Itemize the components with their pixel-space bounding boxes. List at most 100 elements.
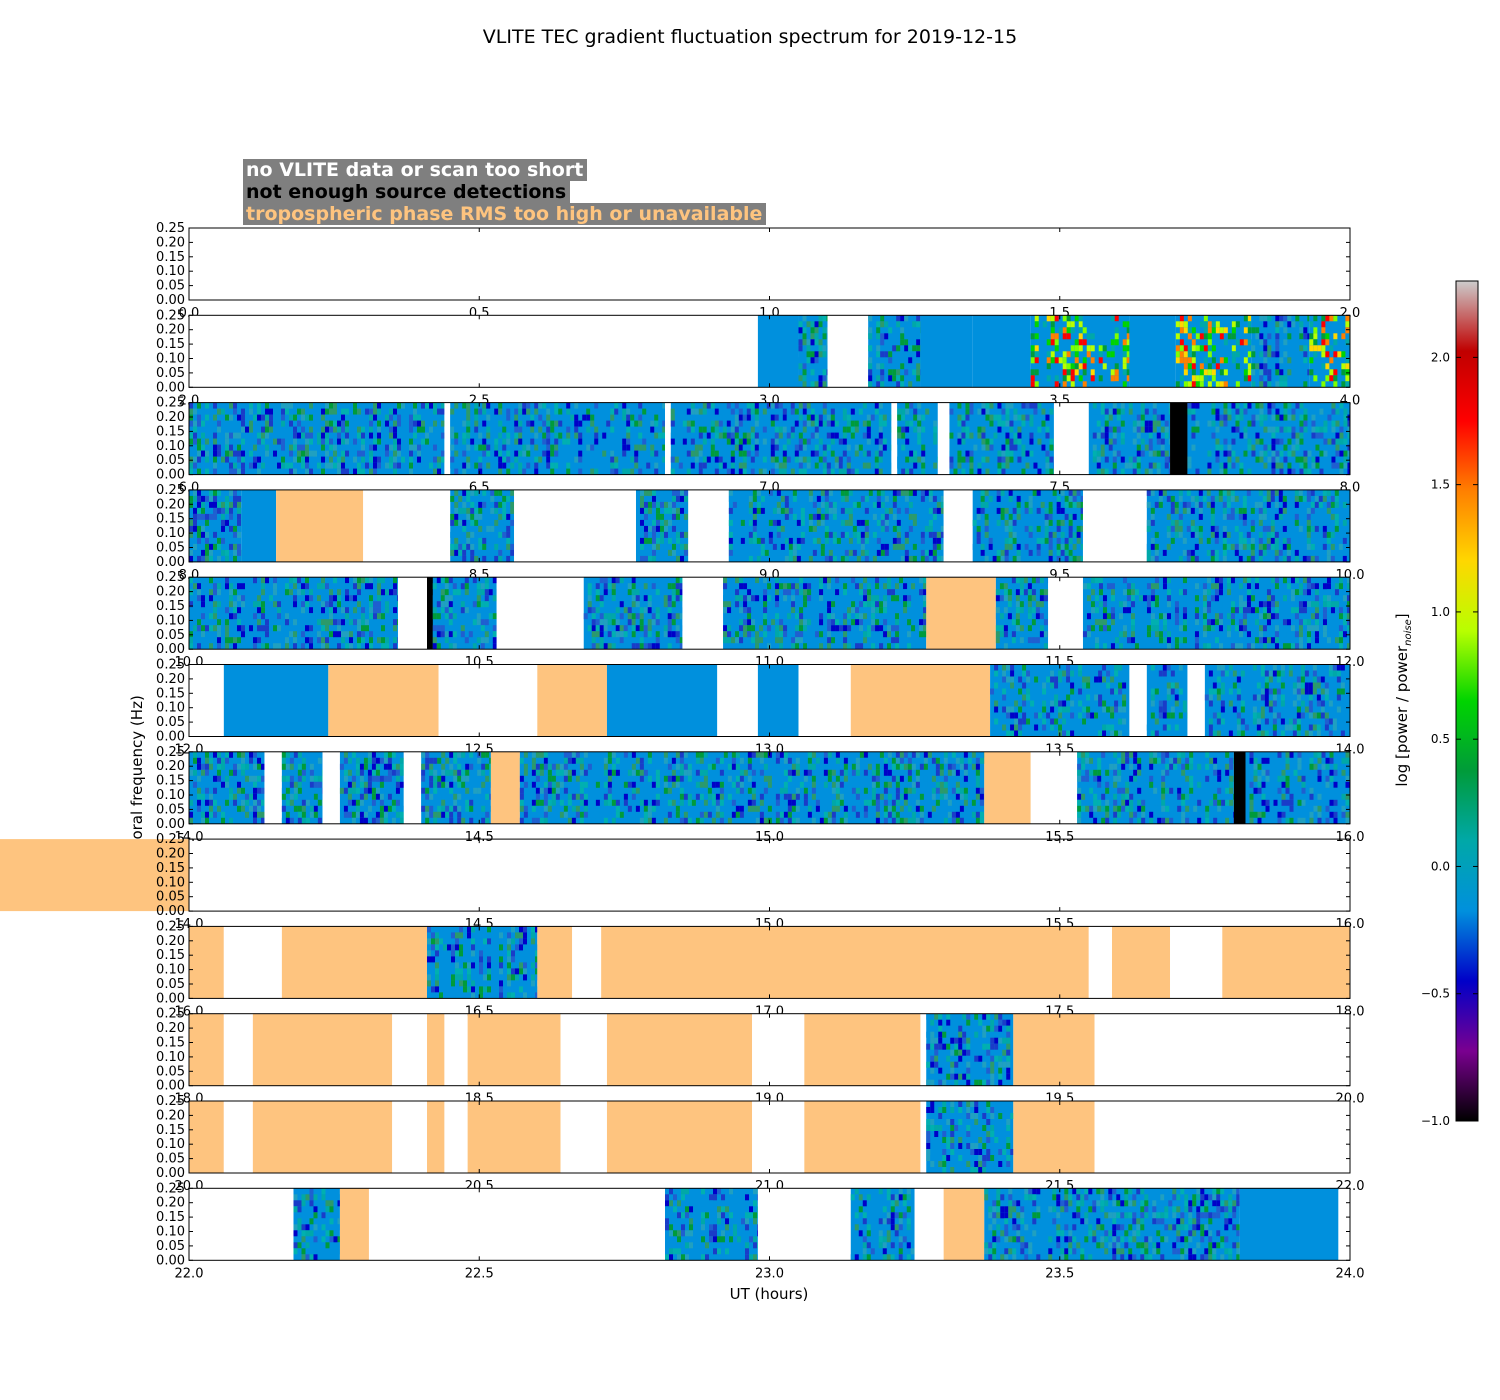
heat-cell (791, 619, 796, 626)
heat-cell (850, 402, 855, 409)
heat-cell (1062, 315, 1067, 322)
heat-cell (631, 613, 636, 620)
heat-cell (679, 643, 683, 650)
heat-cell (634, 450, 639, 457)
heat-cell (397, 643, 398, 650)
heat-cell (482, 543, 487, 550)
heat-cell (855, 643, 860, 650)
heat-cell (1003, 583, 1008, 590)
heat-cell (293, 631, 297, 638)
heat-cell (1009, 432, 1014, 439)
heat-cell (1104, 444, 1109, 451)
heat-cell (1326, 531, 1331, 538)
heat-cell (309, 426, 313, 433)
heat-cell (1156, 438, 1161, 445)
heat-cell (1062, 369, 1067, 376)
heat-cell (775, 577, 780, 584)
heat-cell (1072, 543, 1077, 550)
heat-cell (879, 601, 884, 608)
heat-cell (782, 438, 787, 445)
heat-cell (965, 414, 970, 421)
heat-cell (783, 625, 788, 632)
heat-cell (787, 619, 792, 626)
heat-cell (818, 327, 823, 334)
heat-cell (647, 601, 652, 608)
heat-cell (217, 631, 221, 638)
heat-cell (594, 468, 599, 475)
heat-cell (1243, 432, 1248, 439)
heat-cell (949, 450, 954, 457)
heat-cell (397, 420, 401, 427)
heat-cell (201, 507, 205, 514)
heat-cell (643, 619, 648, 626)
heat-cell (871, 643, 876, 650)
heat-cell (1283, 381, 1288, 388)
heat-cell (843, 583, 848, 590)
heat-cell (1322, 495, 1327, 502)
heat-cell (1330, 555, 1335, 562)
heat-cell (755, 637, 760, 644)
heat-cell (301, 444, 305, 451)
heat-cell (993, 432, 998, 439)
heat-cell (1251, 351, 1256, 358)
heat-cell (1160, 462, 1165, 469)
heat-cell (1303, 420, 1308, 427)
heat-cell (1126, 339, 1130, 346)
heat-cell (1341, 333, 1346, 340)
heat-cell (1048, 501, 1053, 508)
heat-cell (1299, 456, 1304, 463)
heat-cell (1190, 507, 1195, 514)
heat-cell (880, 363, 885, 370)
heat-cell (916, 375, 921, 382)
heat-cell (834, 432, 839, 439)
heat-cell (871, 619, 876, 626)
heat-cell (221, 501, 225, 508)
heat-cell (814, 420, 819, 427)
heat-cell (1112, 456, 1117, 463)
heat-cell (911, 625, 916, 632)
heat-cell (1194, 531, 1199, 538)
y-tick-label: 0.25 (156, 483, 185, 498)
heat-cell (554, 414, 559, 421)
heat-cell (1044, 519, 1049, 526)
heat-cell (1126, 351, 1130, 358)
heat-cell (743, 601, 748, 608)
heat-cell (851, 619, 856, 626)
heat-cell (840, 519, 845, 526)
heat-cell (353, 577, 357, 584)
heat-cell (762, 426, 767, 433)
heat-cell (1266, 537, 1271, 544)
heat-cell (1112, 408, 1117, 415)
heat-cell (1323, 438, 1328, 445)
heat-cell (432, 607, 437, 614)
heat-cell (863, 595, 868, 602)
heat-cell (293, 462, 297, 469)
heat-cell (827, 643, 832, 650)
heat-cell (233, 462, 237, 469)
heat-cell (735, 631, 740, 638)
heat-cell (802, 414, 807, 421)
heat-cell (1295, 414, 1300, 421)
heat-cell (241, 450, 245, 457)
heat-cell (436, 613, 441, 620)
heat-cell (874, 408, 879, 415)
heat-cell (337, 625, 341, 632)
heat-cell (791, 595, 796, 602)
heat-cell (610, 450, 615, 457)
heat-cell (1112, 426, 1117, 433)
heat-cell (301, 583, 305, 590)
heat-cell (1323, 408, 1328, 415)
heat-cell (1313, 327, 1318, 334)
heat-cell (1158, 555, 1163, 562)
heat-cell (249, 408, 253, 415)
heat-cell (1219, 462, 1224, 469)
heat-cell (466, 408, 471, 415)
heat-cell (261, 414, 265, 421)
heat-cell (1187, 357, 1192, 364)
heat-cell (478, 519, 483, 526)
heat-cell (911, 583, 916, 590)
heat-cell (417, 414, 421, 421)
heat-cell (858, 444, 863, 451)
heat-cell (728, 531, 733, 538)
heat-cell (566, 426, 571, 433)
